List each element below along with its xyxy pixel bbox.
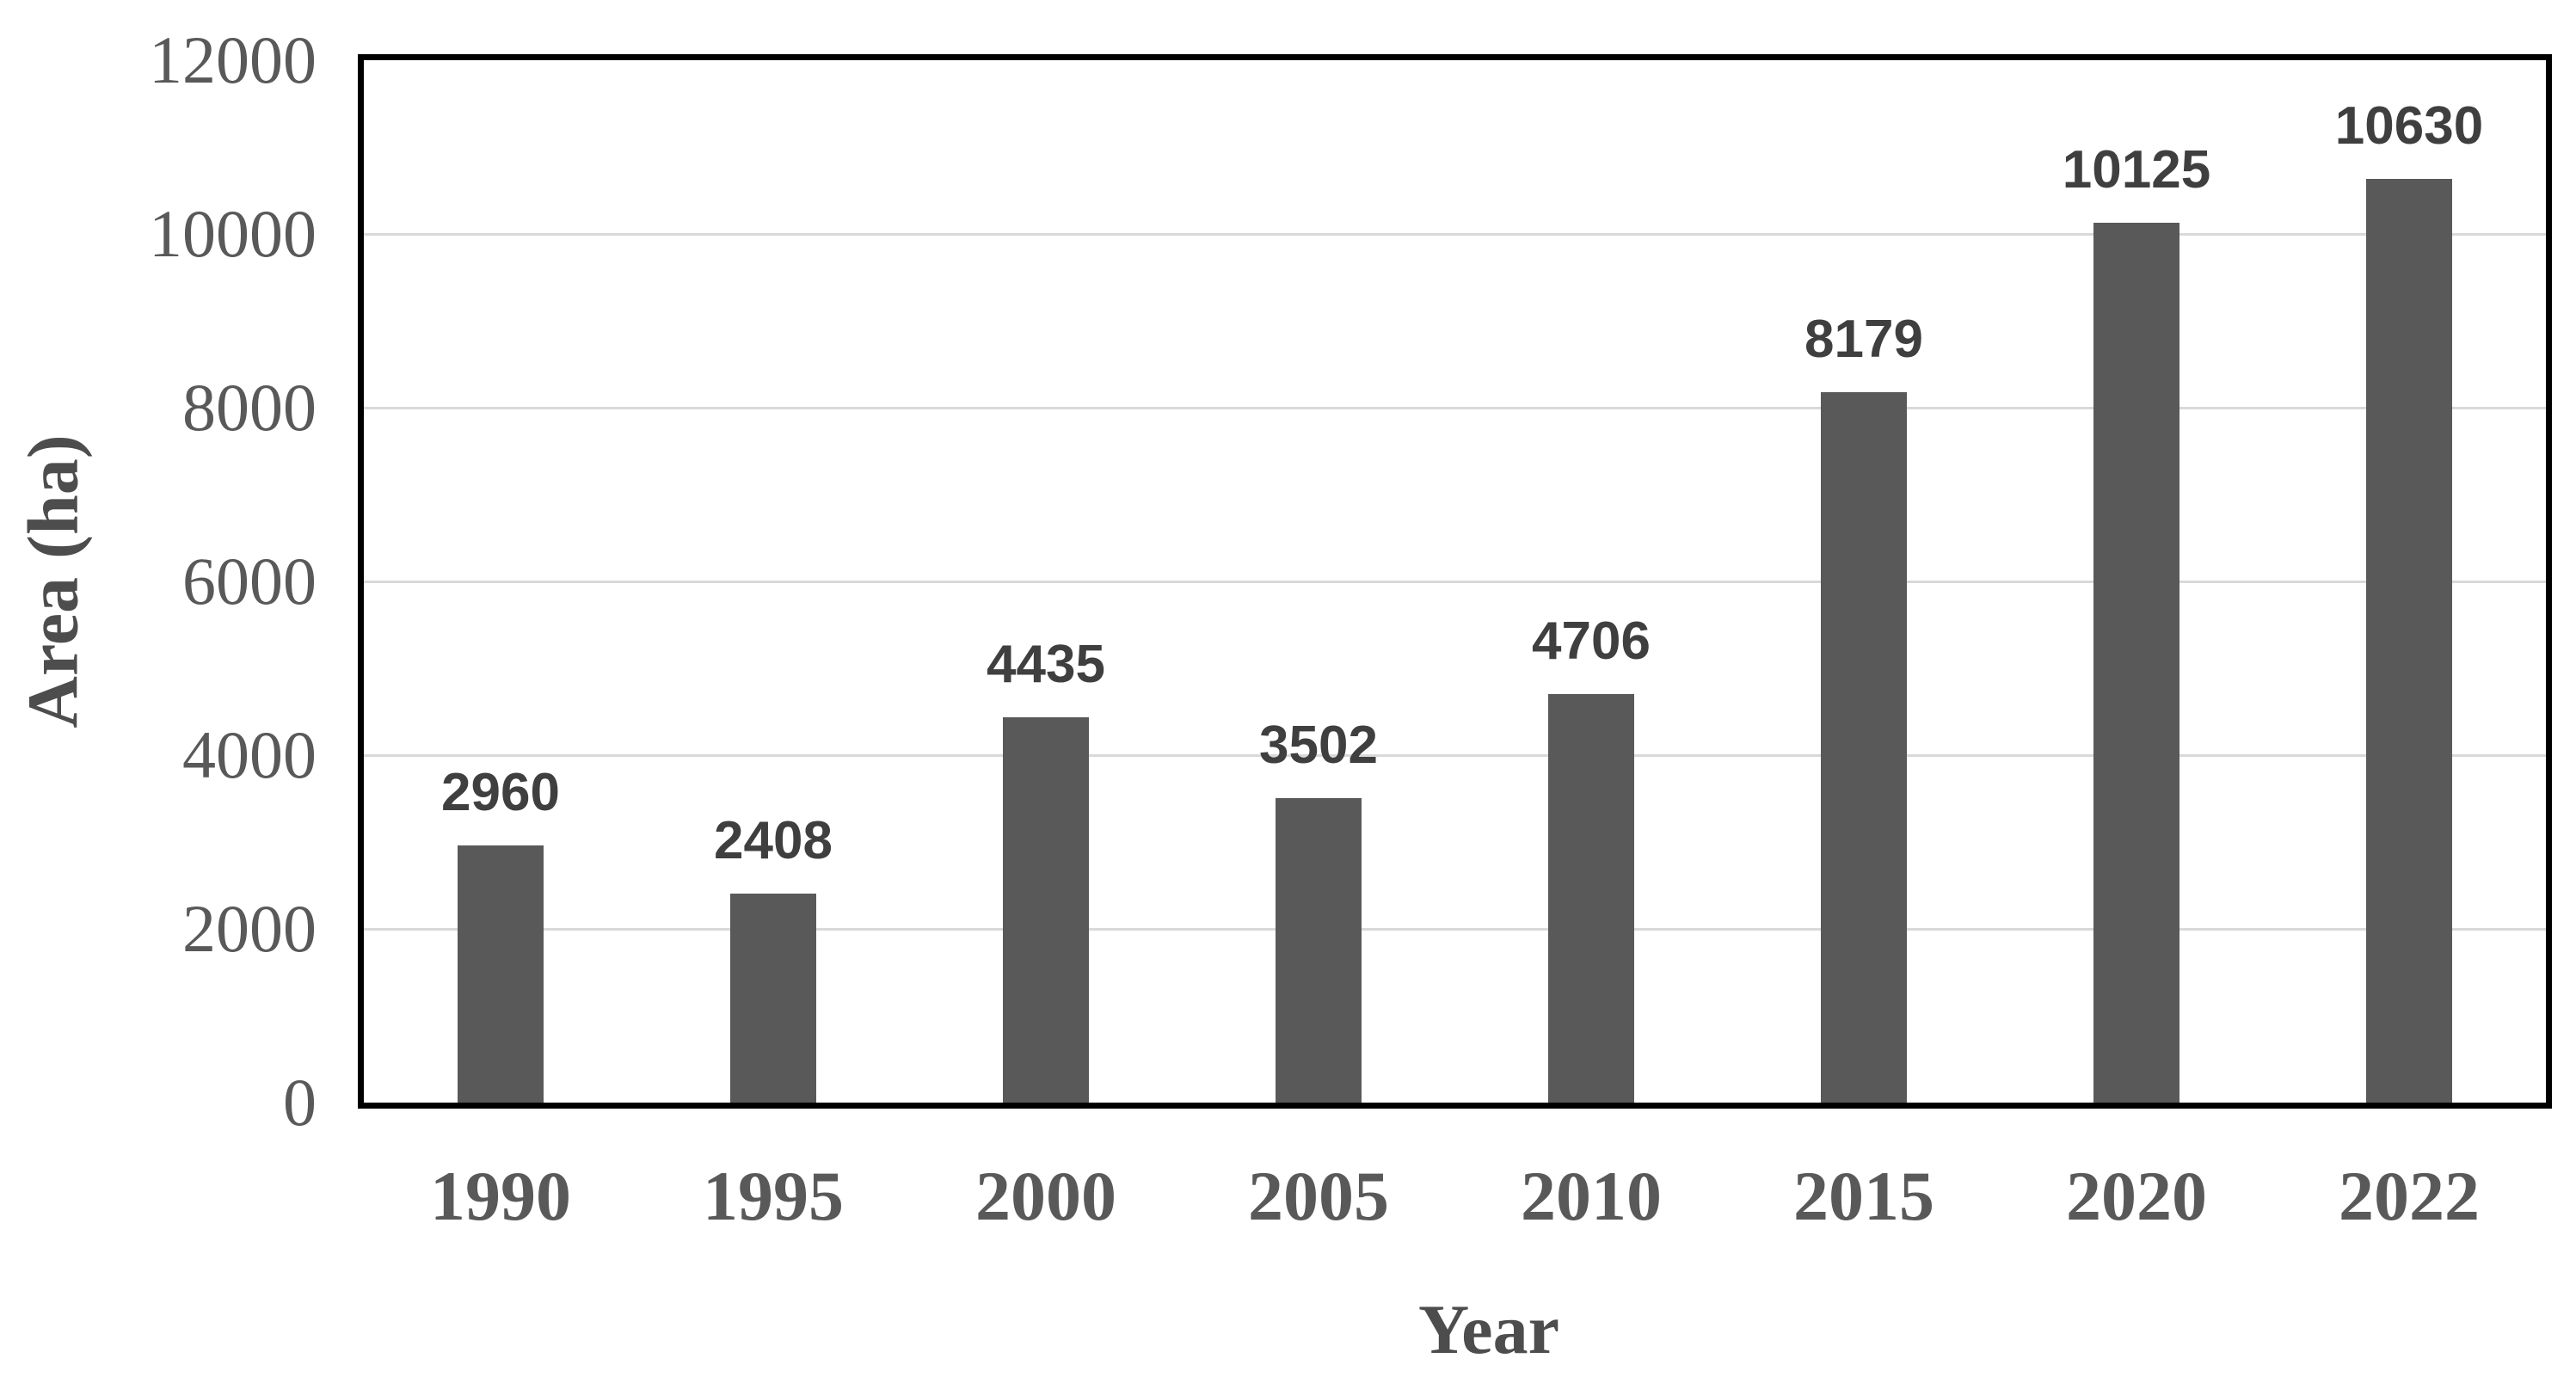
- x-tick-label: 2022: [2339, 1157, 2480, 1235]
- bar: [1548, 694, 1634, 1103]
- bar-value-label: 4706: [1532, 612, 1651, 671]
- bar: [1276, 798, 1362, 1103]
- gridline: [364, 754, 2546, 757]
- y-tick-label: 10000: [149, 196, 317, 271]
- plot-area: 2960 2408 4435 3502 4706 8179 10125 10630: [358, 54, 2552, 1109]
- bar-value-label: 10125: [2062, 140, 2211, 200]
- bar-value-label: 2960: [441, 763, 560, 822]
- y-tick-label: 6000: [182, 544, 317, 618]
- y-tick-label: 4000: [182, 717, 317, 792]
- gridline: [364, 581, 2546, 583]
- gridline: [364, 233, 2546, 236]
- bar-value-label: 2408: [714, 811, 833, 870]
- y-tick-label: 0: [283, 1065, 317, 1140]
- x-tick-label: 2010: [1521, 1157, 1662, 1235]
- y-tick-label: 8000: [182, 370, 317, 445]
- bar: [730, 894, 816, 1103]
- gridline: [364, 928, 2546, 931]
- x-tick-label: 1990: [430, 1157, 571, 1235]
- x-tick-label: 2015: [1793, 1157, 1934, 1235]
- bar: [2366, 179, 2452, 1103]
- x-axis-title: Year: [1418, 1290, 1559, 1368]
- bar: [1821, 392, 1907, 1103]
- bar: [2093, 223, 2179, 1103]
- bar: [1003, 717, 1089, 1103]
- x-tick-label: 2000: [975, 1157, 1116, 1235]
- bar-value-label: 3502: [1259, 716, 1378, 775]
- x-tick-label: 2020: [2066, 1157, 2207, 1235]
- y-tick-label: 2000: [182, 891, 317, 966]
- bar: [458, 845, 544, 1103]
- gridline: [364, 407, 2546, 409]
- x-tick-label: 2005: [1248, 1157, 1389, 1235]
- x-tick-label: 1995: [703, 1157, 844, 1235]
- bar-value-label: 10630: [2334, 96, 2484, 156]
- bar-value-label: 4435: [987, 635, 1105, 694]
- bar-value-label: 8179: [1804, 310, 1923, 369]
- y-tick-label: 12000: [149, 22, 317, 97]
